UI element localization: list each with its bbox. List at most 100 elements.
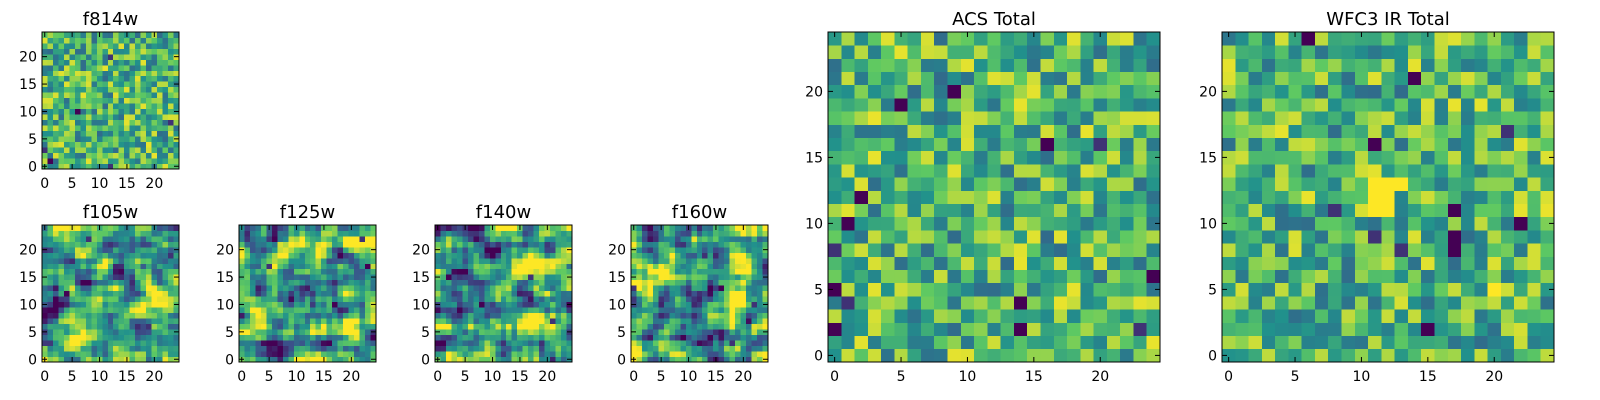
- y-tick-label: 10: [216, 297, 234, 313]
- heatmap-cell: [841, 230, 855, 244]
- heatmap-cell: [173, 125, 180, 132]
- heatmap-cell: [1394, 124, 1409, 138]
- heatmap-cell: [1394, 45, 1409, 59]
- heatmap-cell: [1040, 296, 1055, 310]
- heatmap-cell: [173, 147, 180, 153]
- heatmap-cell: [484, 323, 491, 330]
- heatmap-cell: [129, 158, 136, 164]
- heatmap-cell: [1540, 296, 1555, 310]
- heatmap-cell: [102, 246, 109, 253]
- heatmap-cell: [440, 263, 447, 270]
- heatmap-cell: [239, 263, 245, 270]
- heatmap-cell: [1235, 269, 1249, 284]
- heatmap-cell: [157, 235, 163, 242]
- heatmap-cell: [129, 64, 136, 71]
- heatmap-cell: [85, 345, 92, 352]
- heatmap-cell: [140, 53, 147, 60]
- heatmap-cell: [1027, 164, 1041, 178]
- heatmap-cell: [696, 241, 703, 248]
- heatmap-cell: [277, 246, 284, 253]
- heatmap-cell: [151, 241, 158, 248]
- heatmap-cell: [1421, 150, 1435, 165]
- heatmap-cell: [511, 318, 518, 325]
- heatmap-cell: [1500, 111, 1515, 125]
- heatmap-cell: [1000, 296, 1015, 310]
- heatmap-cell: [299, 296, 306, 303]
- heatmap-cell: [544, 345, 551, 352]
- heatmap-cell: [934, 269, 948, 284]
- heatmap-cell: [343, 318, 349, 325]
- heatmap-cell: [52, 323, 59, 330]
- heatmap-cell: [1235, 296, 1249, 310]
- heatmap-cell: [1328, 230, 1342, 244]
- heatmap-cell: [500, 257, 507, 264]
- heatmap-cell: [680, 290, 687, 297]
- heatmap-cell: [359, 323, 366, 330]
- heatmap-cell: [561, 279, 567, 286]
- heatmap-cell: [146, 75, 152, 82]
- heatmap-cell: [85, 70, 92, 77]
- heatmap-cell: [894, 296, 909, 310]
- heatmap-cell: [729, 225, 736, 231]
- heatmap-cell: [1288, 348, 1303, 363]
- y-tick-label: 15: [805, 150, 823, 166]
- heatmap-cell: [841, 58, 855, 72]
- heatmap-cell: [881, 309, 895, 323]
- heatmap-cell: [641, 340, 648, 346]
- heatmap-cell: [129, 263, 136, 270]
- heatmap-cell: [118, 235, 125, 242]
- heatmap-cell: [102, 75, 109, 82]
- heatmap-cell: [881, 111, 895, 125]
- heatmap-cell: [1000, 45, 1015, 59]
- heatmap-cell: [315, 279, 322, 286]
- heatmap-cell: [500, 356, 507, 363]
- heatmap-cell: [118, 158, 125, 164]
- heatmap-cell: [1067, 296, 1081, 310]
- x-tick-label: 10: [91, 369, 109, 385]
- heatmap-cell: [359, 345, 366, 352]
- heatmap-cell: [124, 64, 131, 71]
- heatmap-cell: [478, 257, 485, 264]
- heatmap-cell: [566, 323, 573, 330]
- heatmap-cell: [641, 246, 648, 253]
- heatmap-cell: [451, 252, 458, 259]
- heatmap-cell: [1093, 335, 1108, 350]
- heatmap-cell: [118, 108, 125, 115]
- heatmap-cell: [146, 70, 152, 77]
- heatmap-cell: [277, 241, 284, 248]
- heatmap-cell: [113, 345, 120, 352]
- x-tick-label: 10: [288, 369, 306, 385]
- heatmap-cell: [1407, 32, 1422, 46]
- heatmap-cell: [293, 351, 300, 357]
- heatmap-cell: [52, 246, 59, 253]
- heatmap-cell: [522, 334, 529, 341]
- heatmap-cell: [244, 329, 251, 335]
- heatmap-cell: [282, 225, 289, 231]
- heatmap-cell: [533, 230, 540, 237]
- heatmap-cell: [1013, 164, 1028, 178]
- heatmap-cell: [1120, 269, 1134, 284]
- heatmap-cell: [445, 301, 452, 308]
- heatmap-cell: [1341, 216, 1356, 231]
- heatmap-cell: [1368, 243, 1382, 257]
- heatmap-cell: [550, 345, 556, 352]
- heatmap-cell: [310, 340, 317, 346]
- heatmap-cell: [348, 257, 355, 264]
- heatmap-cell: [140, 263, 147, 270]
- heatmap-cell: [255, 318, 262, 325]
- heatmap-cell: [718, 285, 725, 292]
- heatmap-cell: [489, 235, 496, 242]
- heatmap-cell: [1248, 84, 1263, 99]
- heatmap-cell: [348, 307, 355, 314]
- heatmap-cell: [920, 45, 935, 59]
- heatmap-cell: [107, 345, 114, 352]
- heatmap-cell: [157, 64, 163, 71]
- heatmap-cell: [129, 147, 136, 153]
- heatmap-cell: [157, 241, 163, 248]
- heatmap-cell: [511, 312, 518, 319]
- heatmap-cell: [42, 312, 48, 319]
- heatmap-cell: [1146, 243, 1161, 257]
- heatmap-cell: [293, 312, 300, 319]
- heatmap-cell: [533, 225, 540, 231]
- heatmap-cell: [1394, 269, 1409, 284]
